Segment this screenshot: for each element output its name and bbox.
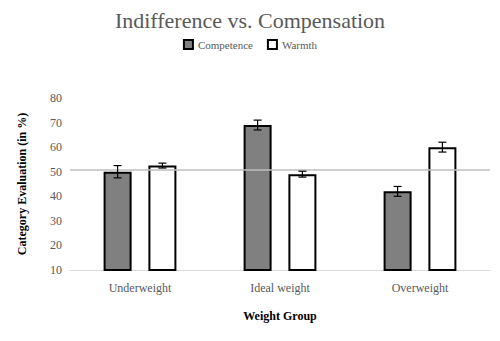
svg-text:Competence: Competence xyxy=(198,39,253,51)
svg-text:80: 80 xyxy=(50,91,62,105)
svg-text:Overweight: Overweight xyxy=(392,281,449,295)
svg-text:40: 40 xyxy=(50,189,62,203)
svg-text:30: 30 xyxy=(50,214,62,228)
svg-text:Underweight: Underweight xyxy=(109,281,172,295)
svg-text:Category Evaluation (in %): Category Evaluation (in %) xyxy=(15,113,29,255)
svg-text:Warmth: Warmth xyxy=(282,39,318,51)
svg-text:70: 70 xyxy=(50,116,62,130)
svg-text:Ideal weight: Ideal weight xyxy=(250,281,310,295)
svg-text:60: 60 xyxy=(50,140,62,154)
svg-text:Weight Group: Weight Group xyxy=(243,309,317,323)
svg-text:10: 10 xyxy=(50,263,62,277)
svg-text:20: 20 xyxy=(50,238,62,252)
svg-text:50: 50 xyxy=(50,165,62,179)
svg-text:Indifference vs. Compensation: Indifference vs. Compensation xyxy=(115,8,385,33)
